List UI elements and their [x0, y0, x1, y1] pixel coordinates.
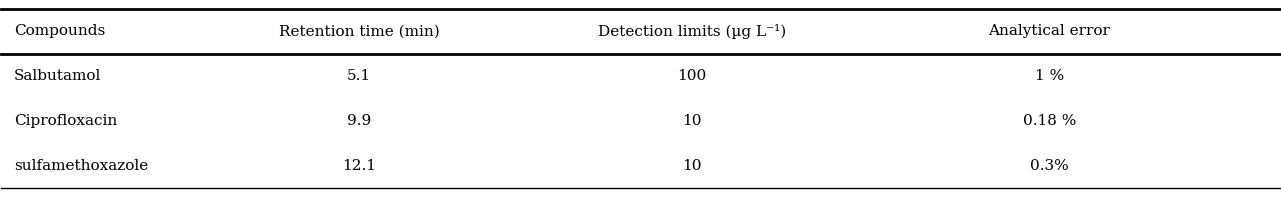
Text: 0.18 %: 0.18 %: [1022, 114, 1076, 128]
Text: 5.1: 5.1: [347, 69, 371, 83]
Text: Compounds: Compounds: [14, 24, 105, 38]
Text: 9.9: 9.9: [347, 114, 371, 128]
Text: sulfamethoxazole: sulfamethoxazole: [14, 159, 149, 173]
Text: 10: 10: [681, 114, 702, 128]
Text: 1 %: 1 %: [1035, 69, 1065, 83]
Text: 100: 100: [676, 69, 706, 83]
Text: Salbutamol: Salbutamol: [14, 69, 101, 83]
Text: Retention time (min): Retention time (min): [279, 24, 439, 38]
Text: 12.1: 12.1: [342, 159, 377, 173]
Text: 0.3%: 0.3%: [1030, 159, 1068, 173]
Text: Detection limits (µg L⁻¹): Detection limits (µg L⁻¹): [597, 24, 785, 39]
Text: Analytical error: Analytical error: [989, 24, 1111, 38]
Text: 10: 10: [681, 159, 702, 173]
Text: Ciprofloxacin: Ciprofloxacin: [14, 114, 118, 128]
